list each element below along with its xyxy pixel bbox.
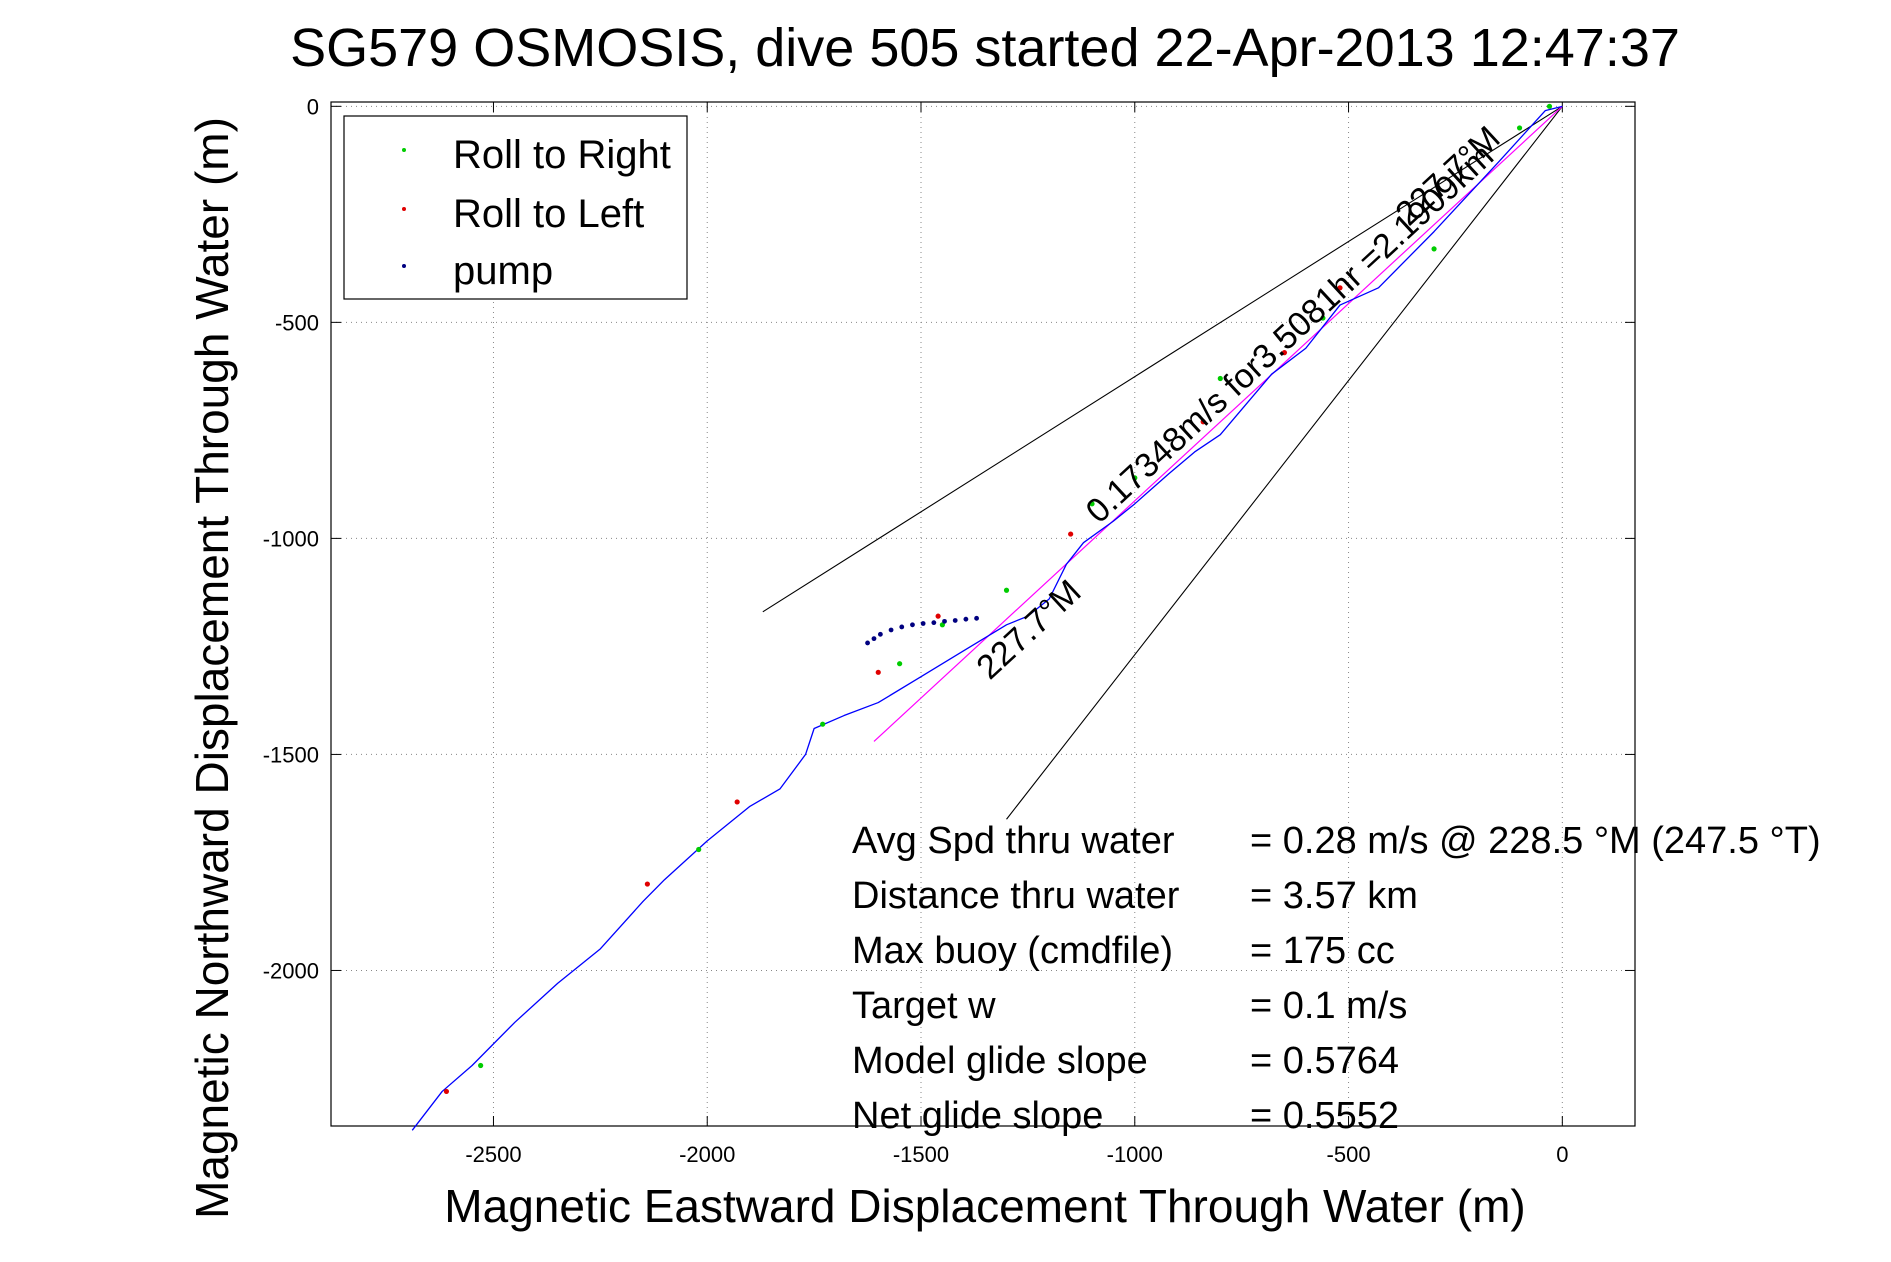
pump-point (942, 618, 947, 624)
roll-right-point (1431, 246, 1437, 252)
legend-label-pump: pump (453, 249, 553, 293)
roll-right-point (1320, 315, 1326, 321)
pump-point (974, 615, 979, 621)
roll-right-point (1003, 587, 1010, 593)
summary-label-target-w: Target w (852, 985, 996, 1027)
x-tick-label: -1500 (893, 1142, 949, 1167)
roll-right-point (897, 661, 903, 667)
roll-left-point (935, 613, 941, 619)
roll-left-point (1200, 419, 1206, 425)
plot-area (330, 101, 1636, 1127)
legend-marker-roll-left (402, 207, 406, 211)
legend-box (343, 115, 688, 300)
pump-point (952, 618, 958, 623)
roll-left-point (1068, 531, 1074, 537)
marker-series (443, 103, 1553, 1095)
roll-right-point (696, 846, 702, 853)
x-tick-label: 0 (1556, 1142, 1568, 1167)
pump-point (871, 636, 877, 642)
y-tick-label: -1000 (263, 526, 319, 551)
legend: Roll to Right Roll to Left pump (343, 115, 688, 300)
legend-marker-roll-right (402, 148, 406, 152)
pump-point (899, 624, 905, 630)
pump-point (877, 631, 883, 637)
y-tick-label: -1500 (263, 742, 319, 767)
summary-value-net-glide: = 0.5552 (1250, 1095, 1399, 1137)
roll-left-point (644, 881, 650, 887)
x-tick-label: -2000 (679, 1142, 735, 1167)
roll-right-point (820, 721, 826, 727)
y-tick-label: 0 (307, 94, 319, 119)
pump-point (865, 640, 870, 646)
legend-label-roll-right: Roll to Right (453, 133, 671, 177)
summary-label-max-buoy: Max buoy (cmdfile) (852, 930, 1173, 972)
summary-label-net-glide: Net glide slope (852, 1095, 1103, 1137)
roll-right-point (1516, 125, 1523, 131)
summary-stats: Avg Spd thru water = 0.28 m/s @ 228.5 °M… (852, 820, 1821, 1137)
x-tick-label: -1000 (1107, 1142, 1163, 1167)
y-tick-label: -2000 (263, 958, 319, 983)
roll-left-point (1281, 349, 1288, 356)
y-axis-label: Magnetic Northward Displacement Through … (186, 117, 238, 1219)
pump-point (888, 627, 894, 633)
roll-right-point (1546, 103, 1553, 109)
roll-left-point (875, 669, 881, 675)
summary-value-max-buoy: = 175 cc (1250, 930, 1395, 972)
roll-left-point (443, 1088, 450, 1095)
summary-value-distance: = 3.57 km (1250, 875, 1418, 917)
x-tick-label: -500 (1327, 1142, 1371, 1167)
pump-point (920, 621, 926, 626)
roll-right-point (1217, 375, 1223, 382)
roll-right-point (1132, 475, 1138, 481)
summary-value-avg-speed: = 0.28 m/s @ 228.5 °M (247.5 °T) (1250, 820, 1821, 862)
roll-left-point (1337, 285, 1343, 291)
roll-right-point (478, 1062, 484, 1069)
pump-point (963, 616, 969, 622)
pump-point (931, 620, 937, 626)
roll-left-point (734, 799, 740, 805)
glider-track-line (411, 105, 1563, 1131)
roll-right-point (1089, 501, 1095, 507)
summary-value-target-w: = 0.1 m/s (1250, 985, 1407, 1027)
summary-value-model-glide: = 0.5764 (1250, 1040, 1399, 1082)
legend-label-roll-left: Roll to Left (453, 192, 644, 236)
summary-label-avg-speed: Avg Spd thru water (852, 820, 1175, 862)
summary-label-model-glide: Model glide slope (852, 1040, 1148, 1082)
pump-point (910, 622, 915, 628)
summary-label-distance: Distance thru water (852, 875, 1180, 917)
tick-labels: -2500 -2000 -1500 -1000 -500 0 0 -500 -1000 -1500… (263, 94, 1569, 1167)
chart-title: SG579 OSMOSIS, dive 505 started 22-Apr-2… (290, 18, 1680, 78)
x-tick-label: -2500 (465, 1142, 521, 1167)
y-tick-label: -500 (275, 310, 319, 335)
legend-marker-pump (402, 264, 406, 268)
track-series (411, 105, 1563, 1131)
x-axis-label: Magnetic Eastward Displacement Through W… (444, 1180, 1525, 1232)
